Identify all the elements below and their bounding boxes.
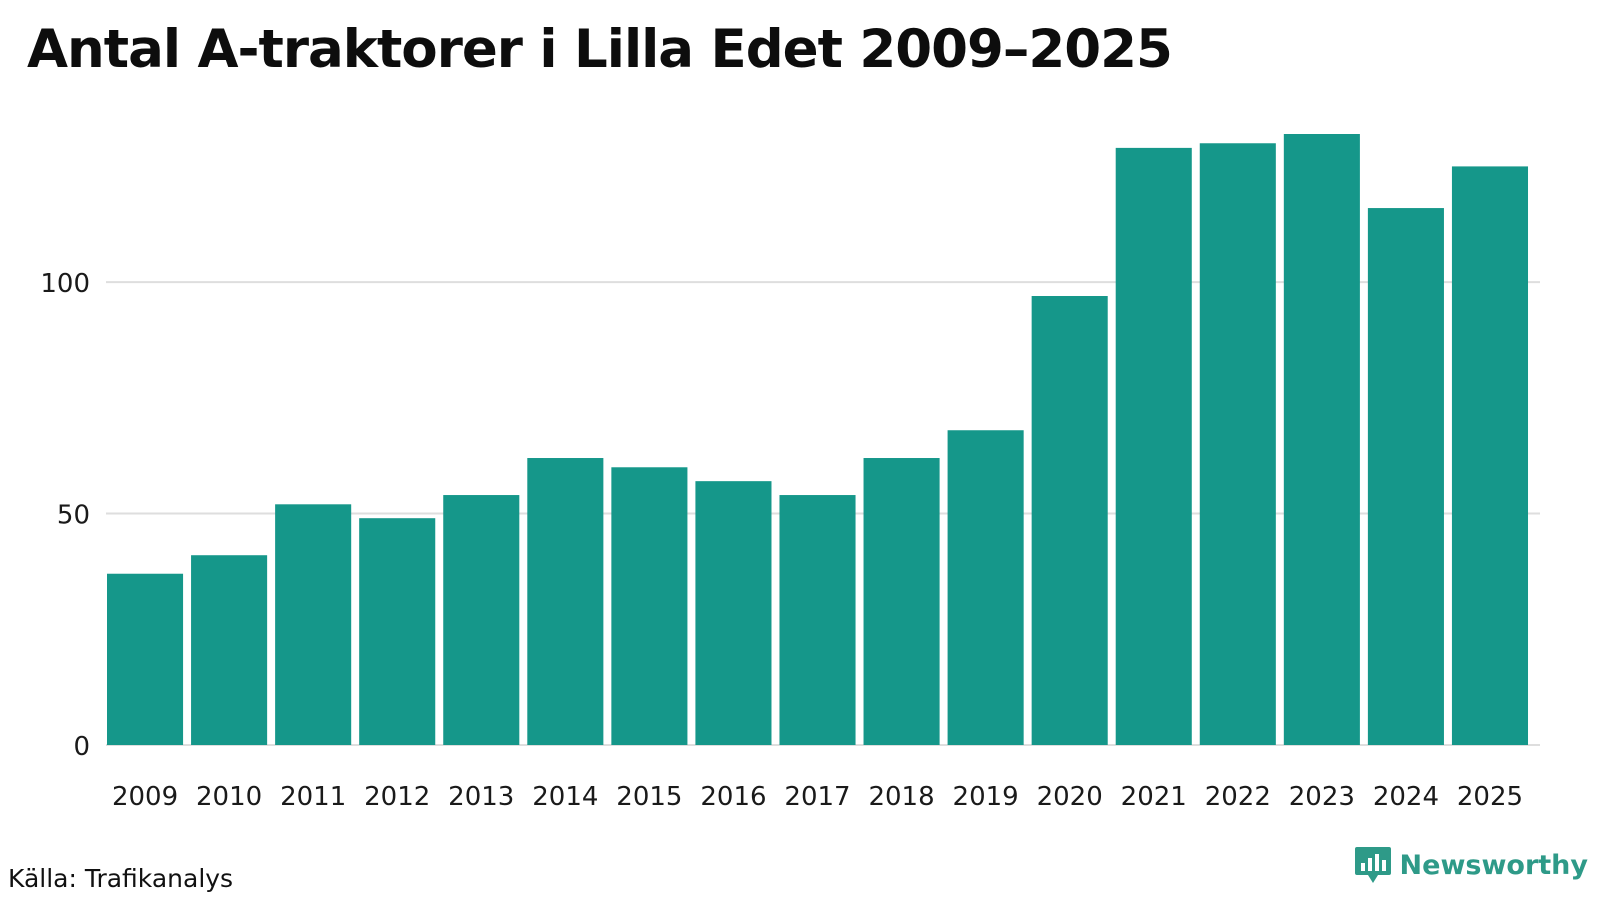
bar-2011: [275, 504, 352, 745]
x-tick-label: 2013: [448, 782, 514, 812]
bar-2016: [695, 481, 772, 745]
x-tick-label: 2017: [784, 782, 850, 812]
bar-2025: [1451, 166, 1529, 746]
x-tick-label: 2019: [953, 782, 1019, 812]
bar-chart-speech-bubble-icon: [1354, 847, 1391, 883]
bars: [107, 134, 1529, 746]
x-tick-label: 2020: [1037, 782, 1103, 812]
x-tick-label: 2016: [700, 782, 766, 812]
x-tick-label: 2011: [280, 782, 346, 812]
x-tick-label: 2022: [1205, 782, 1271, 812]
chart-title: Antal A-traktorer i Lilla Edet 2009–2025: [27, 19, 1173, 80]
x-tick-label: 2014: [532, 782, 598, 812]
bar-2012: [359, 518, 436, 745]
y-axis-tick-labels: 0 50 100: [40, 269, 90, 762]
bar-2010: [191, 555, 268, 745]
bar-2022: [1199, 143, 1276, 745]
bar-2017: [779, 495, 856, 745]
x-tick-label: 2015: [616, 782, 682, 812]
x-tick-label: 2023: [1289, 782, 1355, 812]
x-tick-label: 2009: [112, 782, 178, 812]
bar-2018: [863, 458, 940, 745]
bar-2021: [1115, 147, 1192, 746]
brand-logo: Newsworthy: [1354, 845, 1588, 885]
y-tick-label: 100: [40, 269, 90, 299]
bar-2020: [1031, 296, 1108, 745]
y-tick-label: 0: [73, 732, 90, 762]
bar-2009: [107, 573, 184, 745]
x-tick-label: 2010: [196, 782, 262, 812]
bar-2023: [1283, 134, 1360, 745]
bar-2015: [611, 467, 688, 745]
x-tick-label: 2018: [868, 782, 934, 812]
x-tick-label: 2024: [1373, 782, 1439, 812]
brand-name: Newsworthy: [1399, 849, 1588, 881]
bar-2019: [947, 430, 1024, 745]
x-axis-tick-labels: 2009 2010 2011 2012 2013 2014 2015 2016 2017 2018…: [112, 782, 1523, 812]
x-tick-label: 2012: [364, 782, 430, 812]
x-tick-label: 2025: [1457, 782, 1523, 812]
bar-2013: [443, 495, 520, 745]
source-note: Källa: Trafikanalys: [8, 864, 234, 893]
bar-2014: [527, 458, 604, 745]
y-tick-label: 50: [57, 501, 90, 531]
bar-2024: [1367, 208, 1444, 745]
x-tick-label: 2021: [1121, 782, 1187, 812]
